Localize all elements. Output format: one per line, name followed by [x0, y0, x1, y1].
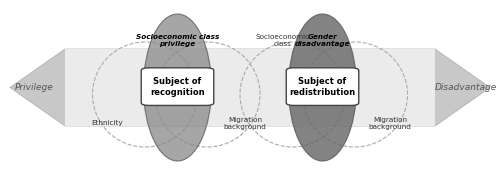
Text: Gender
disadvantage: Gender disadvantage — [295, 34, 350, 47]
Ellipse shape — [144, 14, 212, 161]
FancyBboxPatch shape — [142, 68, 214, 105]
Text: Ethnicity: Ethnicity — [92, 120, 124, 126]
Text: Subject of
recognition: Subject of recognition — [150, 77, 205, 97]
Text: Migration
background: Migration background — [224, 117, 266, 130]
Polygon shape — [10, 49, 490, 126]
Text: Socioeconomic
class: Socioeconomic class — [256, 34, 310, 47]
Text: Privilege: Privilege — [14, 83, 54, 92]
Ellipse shape — [288, 14, 356, 161]
FancyBboxPatch shape — [286, 68, 359, 105]
Text: Disadvantage: Disadvantage — [435, 83, 497, 92]
Text: Socioeconomic class
privilege: Socioeconomic class privilege — [136, 34, 219, 47]
Bar — [65, 49, 435, 126]
Text: Migration
background: Migration background — [368, 117, 412, 130]
Text: Subject of
redistribution: Subject of redistribution — [290, 77, 356, 97]
